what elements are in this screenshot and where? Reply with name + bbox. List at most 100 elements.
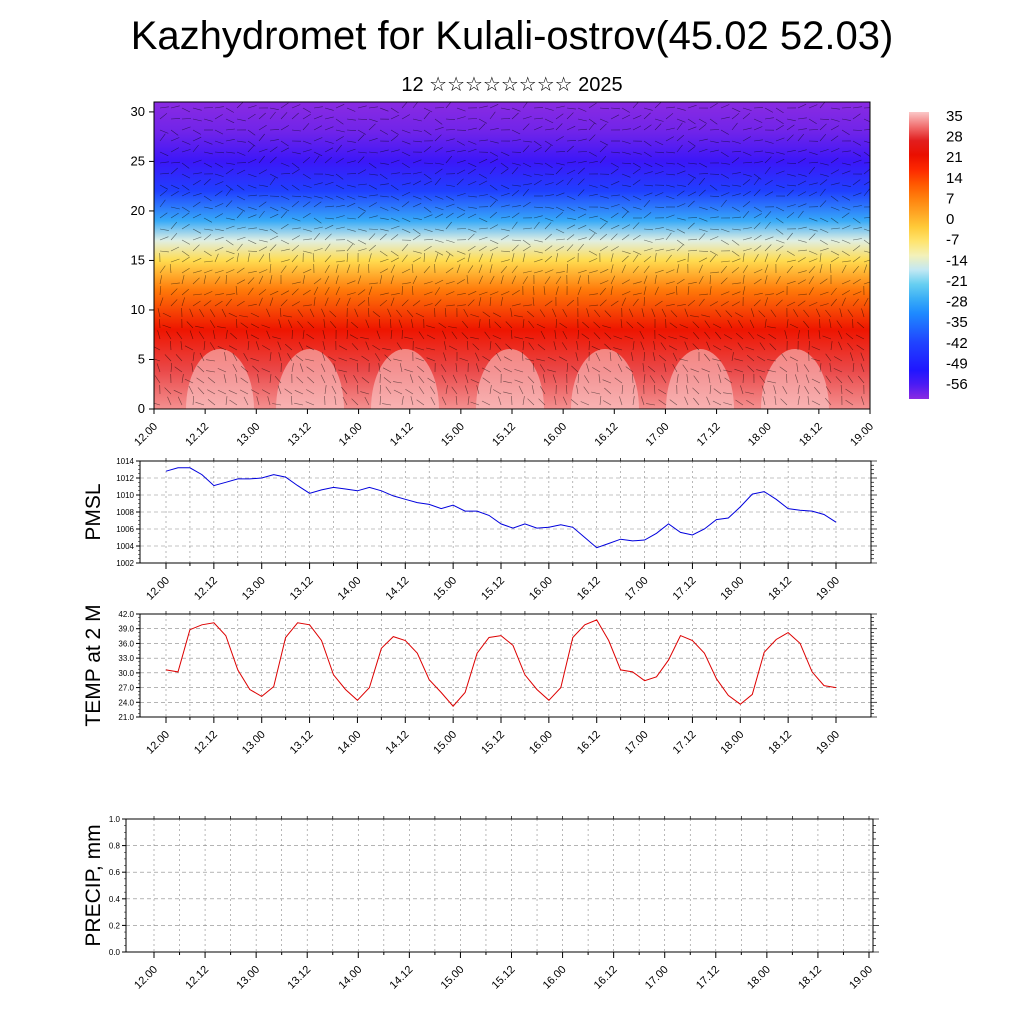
grid bbox=[140, 460, 871, 564]
x-tick-label: 16.12 bbox=[575, 729, 603, 757]
x-tick-label: 19.00 bbox=[847, 964, 875, 992]
grid bbox=[140, 613, 871, 718]
x-tick-label: 13.00 bbox=[234, 421, 262, 449]
y-tick-label: 0 bbox=[138, 401, 145, 416]
y-tick-label: 1010 bbox=[116, 491, 134, 500]
x-tick-label: 18.12 bbox=[766, 575, 794, 603]
x-tick-label: 18.00 bbox=[745, 964, 773, 992]
chart-title: Kazhydromet for Kulali-ostrov(45.02 52.0… bbox=[130, 14, 894, 58]
x-tick-label: 12.12 bbox=[192, 729, 220, 757]
x-tick-label: 15.00 bbox=[439, 964, 467, 992]
x-tick-label: 13.12 bbox=[285, 964, 313, 992]
x-tick-label: 12.12 bbox=[183, 421, 211, 449]
grid bbox=[126, 818, 873, 953]
x-tick-label: 17.00 bbox=[623, 575, 651, 603]
colorbar-label: -14 bbox=[946, 252, 968, 269]
y-tick-label: 5 bbox=[138, 351, 145, 366]
x-tick-label: 17.12 bbox=[695, 421, 723, 449]
x-tick-label: 18.12 bbox=[766, 729, 794, 757]
x-tick-label: 15.12 bbox=[490, 964, 518, 992]
y-tick-label: 10 bbox=[131, 302, 145, 317]
panel-frame bbox=[125, 818, 874, 953]
x-tick-label: 14.12 bbox=[388, 964, 416, 992]
x-tick-label: 16.00 bbox=[527, 729, 555, 757]
y-tick-label: 30.0 bbox=[118, 669, 134, 678]
wind-vectors bbox=[154, 102, 870, 406]
y-tick-label: 20 bbox=[131, 203, 145, 218]
x-tick-label: 14.12 bbox=[388, 421, 416, 449]
x-tick-label: 17.12 bbox=[671, 729, 699, 757]
x-tick-label: 12.00 bbox=[144, 575, 172, 603]
x-tick-label: 13.12 bbox=[288, 729, 316, 757]
x-tick-label: 16.12 bbox=[575, 575, 603, 603]
colorbar-label: 14 bbox=[946, 170, 963, 187]
x-tick-label: 12.12 bbox=[183, 964, 211, 992]
series-line bbox=[165, 619, 837, 707]
y-tick-label: 36.0 bbox=[118, 639, 134, 648]
x-tick-label: 14.00 bbox=[336, 964, 364, 992]
colorbar-label: 28 bbox=[946, 129, 963, 146]
x-tick-label: 15.12 bbox=[479, 729, 507, 757]
x-tick-label: 16.12 bbox=[592, 964, 620, 992]
colorbar-label: 21 bbox=[946, 149, 963, 166]
colorbar: 35 28 21 14 7 0 -7 -14 -21 -28 -35 -42 -49 -56 bbox=[909, 108, 968, 399]
x-tick-label: 13.00 bbox=[234, 964, 262, 992]
y-tick-label: 1.0 bbox=[109, 815, 121, 824]
colorbar-bar bbox=[909, 112, 929, 399]
colorbar-label: 7 bbox=[946, 190, 954, 207]
x-tick-label: 15.12 bbox=[479, 575, 507, 603]
y-tick-label: 0.6 bbox=[109, 868, 121, 877]
colorbar-label: -56 bbox=[946, 376, 968, 393]
y-tick-label: 1002 bbox=[116, 559, 134, 568]
y-tick-label: 27.0 bbox=[118, 684, 134, 693]
x-tick-label: 17.00 bbox=[623, 729, 651, 757]
x-tick-label: 12.00 bbox=[144, 729, 172, 757]
x-tick-label: 14.00 bbox=[336, 729, 364, 757]
temp-plot: 21.0 24.0 27.0 30.0 33.0 36.0 39.0 42.0 12.00 12.… bbox=[82, 604, 877, 757]
x-tick-label: 12.00 bbox=[132, 421, 160, 449]
x-tick-label: 15.00 bbox=[439, 421, 467, 449]
warm-cell bbox=[666, 349, 734, 409]
x-tick-label: 15.12 bbox=[490, 421, 518, 449]
colorbar-label: 35 bbox=[946, 108, 963, 125]
panel-frame bbox=[139, 613, 872, 718]
warm-cell bbox=[476, 349, 544, 409]
x-tick-label: 16.00 bbox=[541, 964, 569, 992]
y-tick-label: 30 bbox=[131, 104, 145, 119]
y-tick-label: 24.0 bbox=[118, 698, 134, 707]
x-tick-label: 18.12 bbox=[796, 964, 824, 992]
y-tick-label: 39.0 bbox=[118, 625, 134, 634]
y-tick-label: 42.0 bbox=[118, 610, 134, 619]
x-tick-label: 16.12 bbox=[592, 421, 620, 449]
x-tick-label: 13.12 bbox=[288, 575, 316, 603]
warm-cell bbox=[571, 349, 639, 409]
x-tick-label: 12.12 bbox=[192, 575, 220, 603]
x-tick-label: 13.12 bbox=[286, 421, 314, 449]
y-tick-label: 1014 bbox=[116, 457, 134, 466]
x-tick-label: 18.00 bbox=[746, 421, 774, 449]
x-tick-label: 14.00 bbox=[337, 421, 365, 449]
colorbar-label: -35 bbox=[946, 314, 968, 331]
y-axis-label: PMSL bbox=[82, 483, 105, 540]
y-tick-label: 33.0 bbox=[118, 654, 134, 663]
x-tick-label: 19.00 bbox=[814, 575, 842, 603]
x-tick-label: 14.12 bbox=[383, 575, 411, 603]
x-tick-label: 13.00 bbox=[240, 575, 268, 603]
y-tick-label: 0.0 bbox=[109, 948, 121, 957]
x-tick-label: 16.00 bbox=[541, 421, 569, 449]
cross-section-plot: 0 5 10 15 20 25 30 12.00 12.12 13.00 13.12 14.00 14.… bbox=[131, 101, 876, 449]
x-tick-label: 17.12 bbox=[671, 575, 699, 603]
x-tick-label: 17.00 bbox=[643, 964, 671, 992]
precip-plot: 0.0 0.2 0.4 0.6 0.8 1.0 12.00 12.12 13.00 13.12 14… bbox=[82, 815, 879, 992]
y-tick-label: 1008 bbox=[116, 508, 134, 517]
colorbar-label: 0 bbox=[946, 211, 954, 228]
y-tick-label: 0.2 bbox=[109, 921, 121, 930]
x-tick-label: 18.00 bbox=[718, 575, 746, 603]
colorbar-label: -21 bbox=[946, 273, 968, 290]
x-tick-label: 18.00 bbox=[718, 729, 746, 757]
series-line bbox=[165, 467, 837, 549]
y-axis-label: PRECIP, mm bbox=[82, 824, 105, 946]
x-tick-label: 13.00 bbox=[240, 729, 268, 757]
pmsl-plot: 1002 1004 1006 1008 1010 1012 1014 12.00 12.12 13… bbox=[82, 457, 877, 603]
